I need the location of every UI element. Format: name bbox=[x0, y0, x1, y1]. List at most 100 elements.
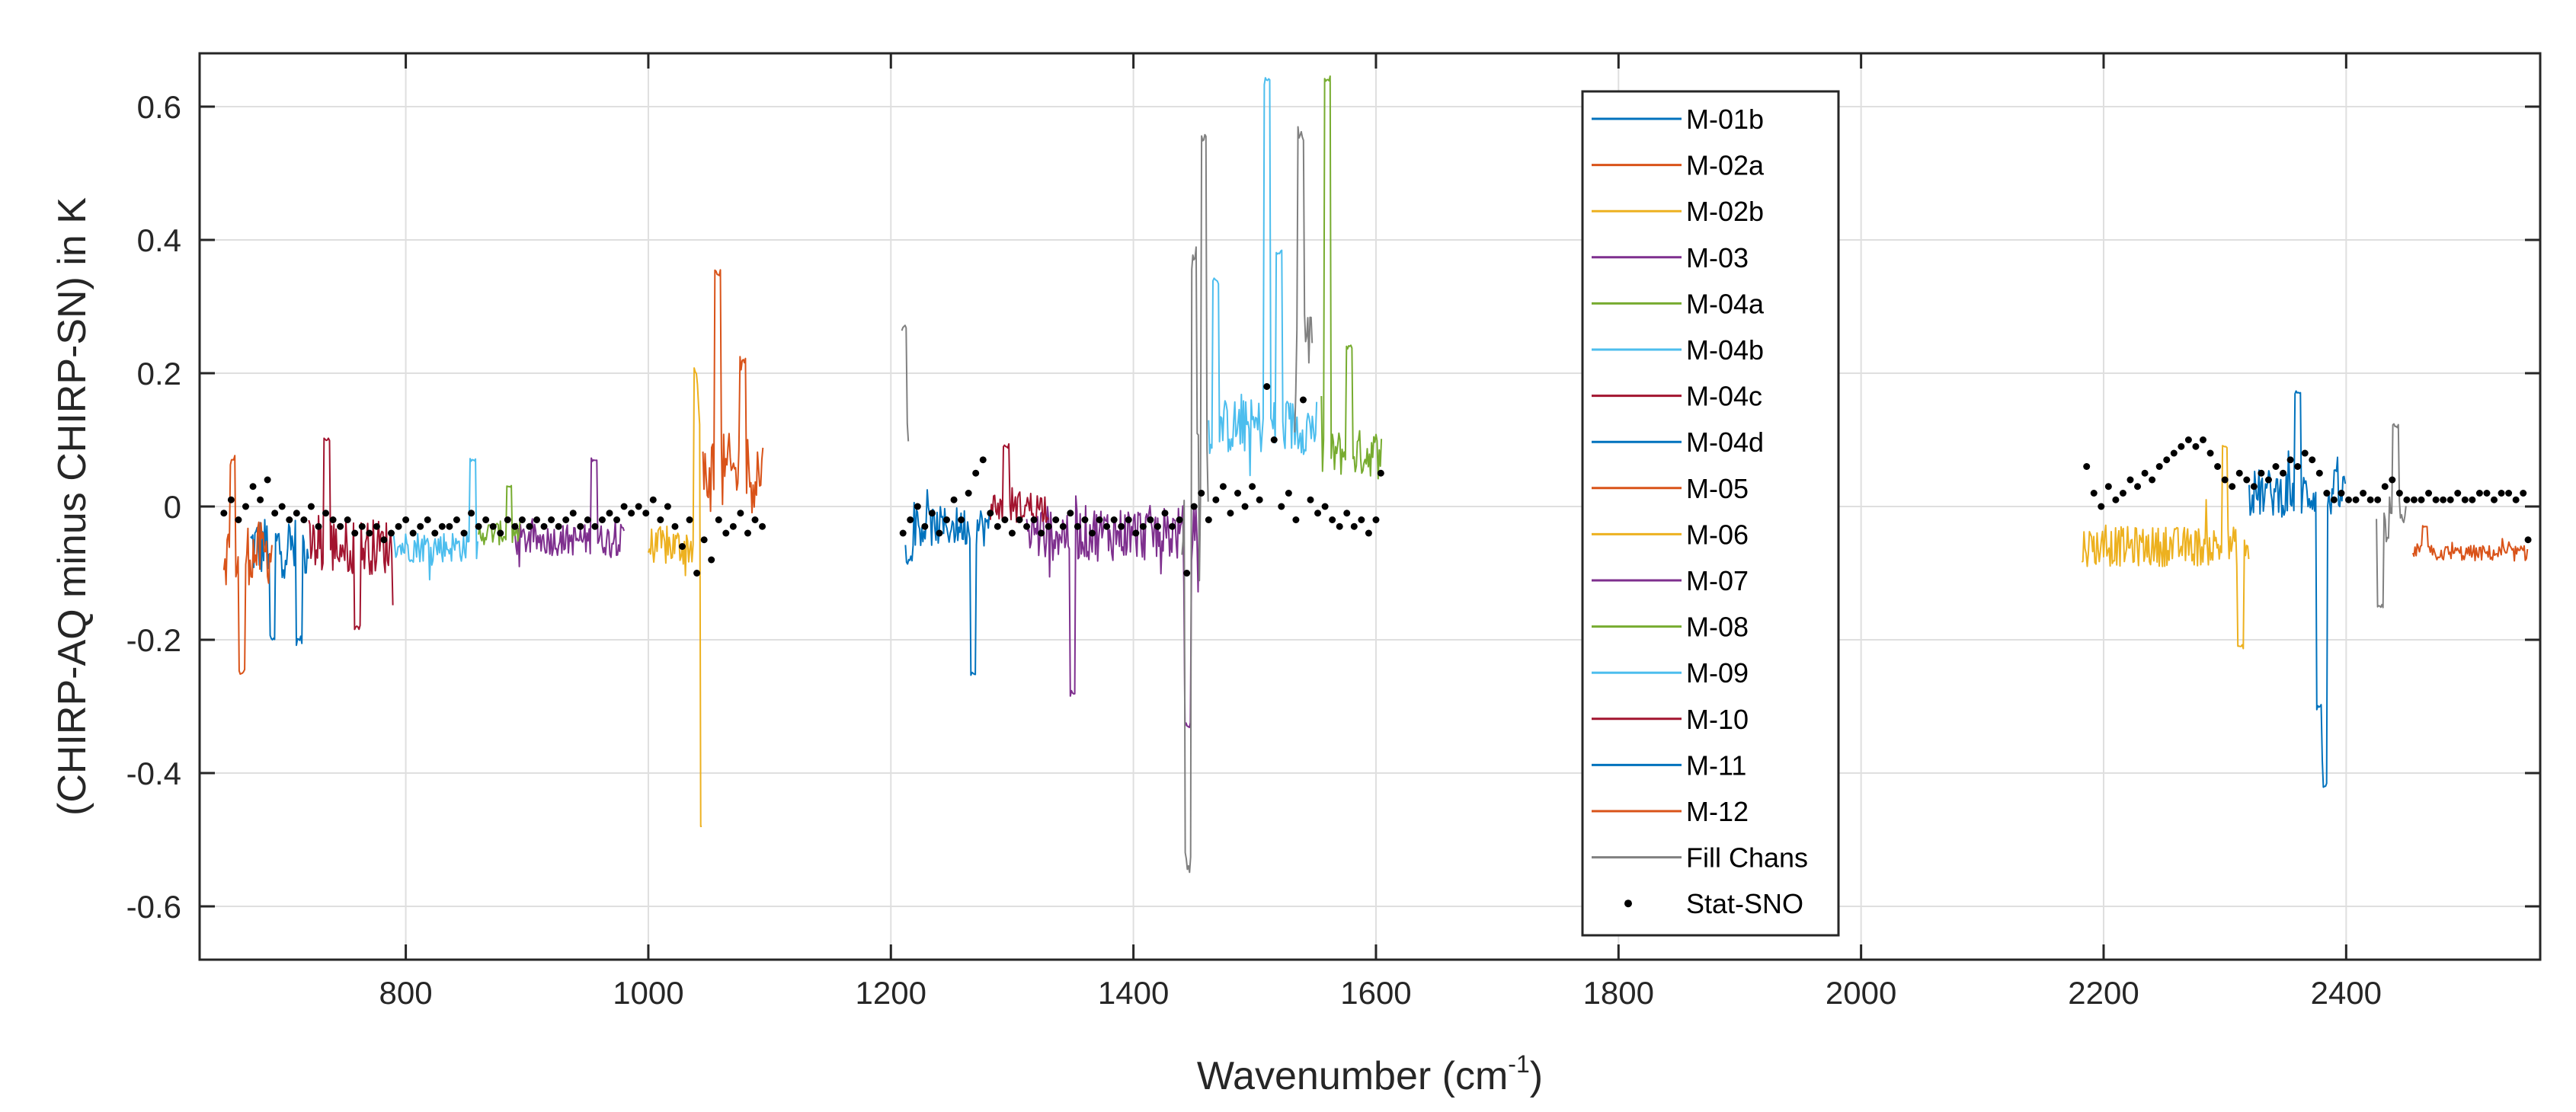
legend-label: M-10 bbox=[1686, 704, 1749, 735]
series-line-m-04b bbox=[392, 458, 478, 581]
stat-sno-point bbox=[598, 516, 606, 523]
stat-sno-point bbox=[2200, 436, 2207, 443]
legend-item-m-06: M-06 bbox=[1592, 519, 1749, 550]
stat-sno-point bbox=[979, 456, 987, 464]
stat-sno-point bbox=[1350, 522, 1358, 530]
stat-sno-point bbox=[987, 510, 994, 517]
legend-item-m-07: M-07 bbox=[1592, 565, 1749, 596]
x-tick-label: 1000 bbox=[613, 975, 683, 1011]
stat-sno-point bbox=[526, 522, 533, 530]
stat-sno-point bbox=[1256, 496, 1263, 503]
stat-sno-point bbox=[1110, 516, 1118, 523]
stat-sno-point bbox=[1045, 522, 1052, 530]
stat-sno-point bbox=[2461, 496, 2469, 503]
stat-sno-point bbox=[1292, 516, 1300, 523]
stat-sno-point bbox=[1343, 510, 1351, 517]
stat-sno-point bbox=[548, 516, 555, 523]
legend-label: M-02b bbox=[1686, 196, 1764, 227]
legend-label: M-11 bbox=[1686, 749, 1746, 781]
stat-sno-point bbox=[2483, 490, 2491, 497]
stat-sno-point bbox=[2149, 476, 2156, 484]
stat-sno-point bbox=[2206, 449, 2214, 457]
stat-sno-point bbox=[249, 483, 257, 490]
stat-sno-point bbox=[686, 516, 693, 523]
stat-sno-point bbox=[620, 503, 628, 510]
stat-sno-point bbox=[329, 516, 337, 523]
stat-sno-point bbox=[482, 516, 490, 523]
stat-sno-point bbox=[2090, 490, 2098, 497]
stat-sno-point bbox=[671, 522, 679, 530]
stat-sno-point bbox=[344, 516, 351, 523]
stat-sno-point bbox=[2170, 449, 2178, 457]
stat-sno-point bbox=[1016, 516, 1023, 523]
stat-sno-point bbox=[2520, 490, 2527, 497]
y-tick-label: 0.2 bbox=[137, 356, 181, 391]
series-line-fill-chans bbox=[1294, 126, 1314, 433]
stat-sno-point bbox=[1270, 436, 1278, 443]
legend-item-m-09: M-09 bbox=[1592, 657, 1749, 689]
stat-sno-point bbox=[2366, 496, 2374, 503]
stat-sno-point bbox=[2184, 436, 2192, 443]
stat-sno-point bbox=[2221, 476, 2229, 484]
y-tick-label: -0.4 bbox=[126, 756, 181, 791]
stat-sno-point bbox=[657, 516, 664, 523]
stat-sno-point bbox=[1030, 516, 1038, 523]
stat-sno-point bbox=[737, 510, 744, 517]
stat-sno-point bbox=[577, 522, 584, 530]
stat-sno-point bbox=[584, 516, 591, 523]
stat-sno-point bbox=[235, 516, 242, 523]
series-line-m-10 bbox=[989, 443, 1049, 523]
stat-sno-point bbox=[1147, 516, 1154, 523]
stat-sno-point bbox=[1169, 522, 1176, 530]
stat-sno-point bbox=[2323, 490, 2331, 497]
stat-sno-point bbox=[2330, 496, 2338, 503]
stat-sno-point bbox=[708, 556, 715, 564]
stat-sno-point bbox=[2119, 490, 2126, 497]
stat-sno-point bbox=[1023, 522, 1031, 530]
stat-sno-point bbox=[744, 529, 751, 537]
y-tick-labels: 0.6 0.4 0.2 0 -0.2 -0.4 -0.6 bbox=[126, 89, 181, 925]
stat-sno-point bbox=[322, 510, 330, 517]
legend-label: M-04d bbox=[1686, 427, 1764, 458]
stat-sno-point bbox=[1234, 490, 1242, 497]
stat-sno-point bbox=[1074, 522, 1081, 530]
x-axis-title-main: Wavenumber (cm bbox=[1197, 1054, 1508, 1098]
stat-sno-point bbox=[2229, 483, 2236, 490]
stat-sno-point bbox=[2286, 456, 2294, 464]
series-line-m-03 bbox=[514, 457, 626, 567]
stat-sno-point bbox=[220, 510, 228, 517]
legend-item-m-08: M-08 bbox=[1592, 612, 1749, 643]
stat-sno-point bbox=[679, 543, 686, 550]
stat-sno-point bbox=[2440, 496, 2447, 503]
stat-sno-point bbox=[1358, 516, 1365, 523]
legend-item-m-03: M-03 bbox=[1592, 242, 1749, 273]
stat-sno-point bbox=[373, 522, 380, 530]
stat-sno-point bbox=[2505, 490, 2513, 497]
series-line-m-05 bbox=[702, 269, 764, 514]
stat-sno-point bbox=[533, 516, 540, 523]
stat-sno-point bbox=[402, 516, 410, 523]
stat-sno-point bbox=[928, 510, 936, 517]
series-line-m-11 bbox=[2248, 390, 2347, 788]
stat-sno-point bbox=[1205, 516, 1212, 523]
stat-sno-point bbox=[591, 522, 599, 530]
series-line-m-04d bbox=[904, 489, 990, 676]
stat-sno-point bbox=[257, 496, 264, 503]
x-axis-title-superscript: -1 bbox=[1508, 1050, 1529, 1078]
stat-sno-point bbox=[2389, 476, 2396, 484]
stat-sno-point bbox=[337, 522, 344, 530]
stat-sno-point bbox=[613, 516, 621, 523]
stat-sno-point bbox=[1227, 510, 1234, 517]
stat-sno-point bbox=[1052, 516, 1060, 523]
x-axis-title: Wavenumber (cm-1) bbox=[1197, 1050, 1543, 1098]
stat-sno-point bbox=[2264, 476, 2272, 484]
stat-sno-point bbox=[2491, 496, 2498, 503]
stat-sno-point bbox=[489, 522, 497, 530]
stat-sno-point bbox=[1321, 503, 1329, 510]
series-line-fill-chans bbox=[2376, 423, 2407, 609]
stat-sno-point bbox=[715, 516, 722, 523]
stat-sno-point bbox=[242, 503, 249, 510]
stat-sno-point bbox=[2178, 443, 2185, 450]
stat-sno-point bbox=[2163, 456, 2171, 464]
